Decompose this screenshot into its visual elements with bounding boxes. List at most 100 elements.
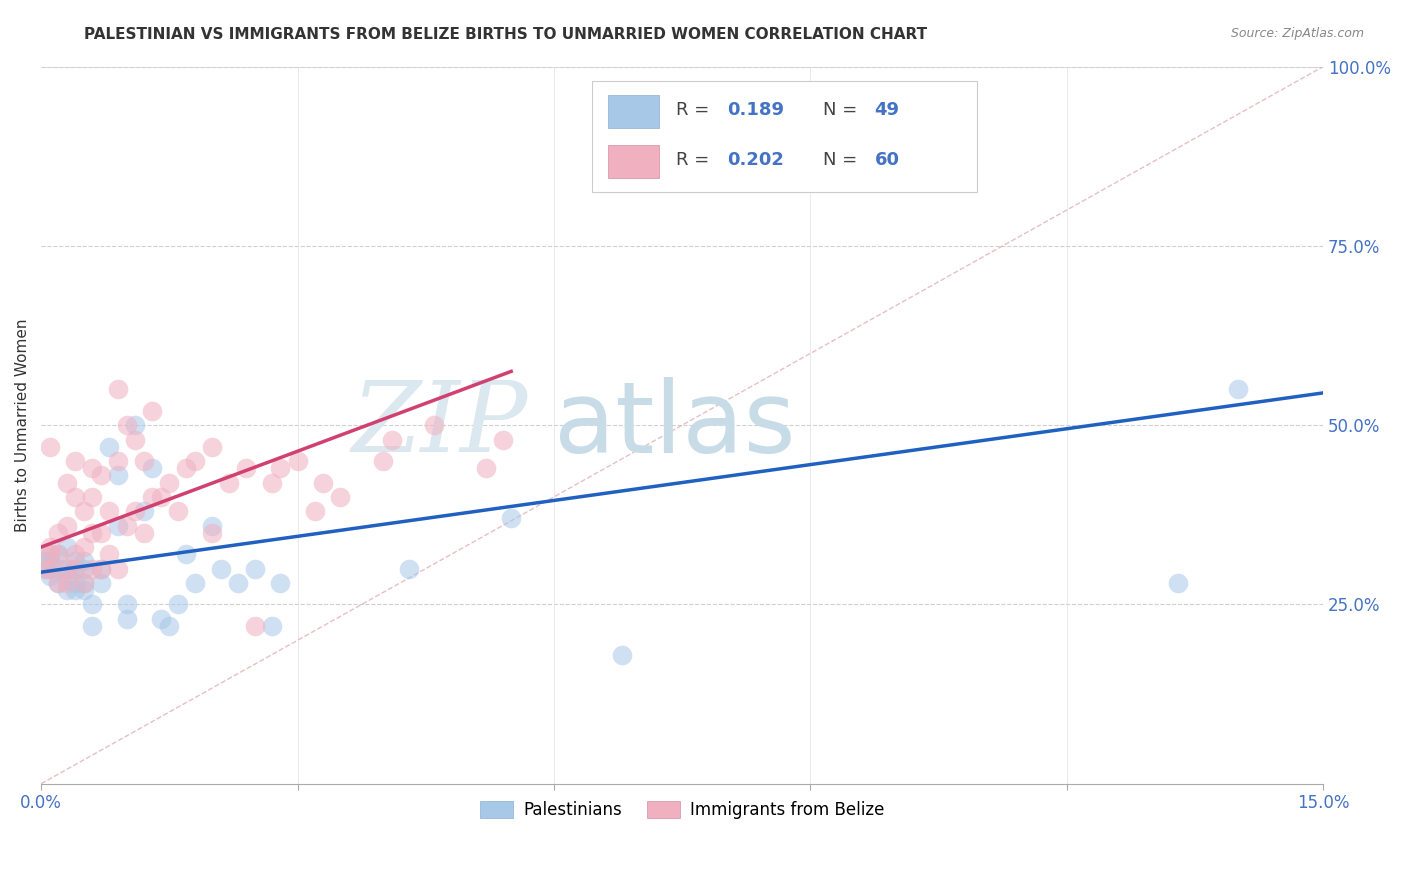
Text: ZIP: ZIP (352, 377, 529, 473)
Point (218, 475, 240, 490)
Point (176, 547, 198, 561)
Point (141, 404, 163, 418)
Point (184, 454, 207, 468)
Point (38, 547, 60, 561)
Point (115, 612, 138, 626)
Point (124, 433, 146, 447)
Point (201, 518, 224, 533)
Point (38, 540, 60, 554)
Point (141, 461, 163, 475)
Point (90, 525, 112, 540)
Point (98, 547, 121, 561)
Point (107, 561, 129, 575)
Point (82, 598, 104, 612)
Point (55, 561, 77, 575)
Point (243, 561, 266, 575)
Point (82, 561, 104, 575)
Point (167, 504, 190, 518)
Point (90, 576, 112, 591)
Point (73, 504, 96, 518)
Point (55, 540, 77, 554)
Point (34, 554, 56, 568)
Text: PALESTINIAN VS IMMIGRANTS FROM BELIZE BIRTHS TO UNMARRIED WOMEN CORRELATION CHAR: PALESTINIAN VS IMMIGRANTS FROM BELIZE BI… (84, 27, 928, 42)
Point (132, 454, 155, 468)
Point (115, 518, 138, 533)
Y-axis label: Births to Unmarried Women: Births to Unmarried Women (15, 318, 30, 532)
Point (398, 561, 420, 575)
Point (35, 561, 58, 575)
Point (226, 576, 249, 591)
Point (98, 504, 121, 518)
Point (46, 525, 69, 540)
Point (1226, 382, 1249, 396)
Text: 60: 60 (875, 151, 900, 169)
Point (82, 490, 104, 504)
Point (141, 490, 163, 504)
Point (46, 576, 69, 591)
Point (65, 554, 87, 568)
Point (65, 454, 87, 468)
Point (107, 382, 129, 396)
Point (260, 619, 283, 633)
Point (90, 561, 112, 575)
Text: R =: R = (676, 151, 714, 169)
Point (82, 461, 104, 475)
Point (371, 454, 394, 468)
Point (380, 433, 402, 447)
Point (235, 461, 257, 475)
Point (46, 547, 69, 561)
Point (82, 619, 104, 633)
Point (55, 561, 77, 575)
Point (82, 525, 104, 540)
Text: atlas: atlas (554, 376, 796, 474)
Text: N =: N = (823, 151, 863, 169)
Point (209, 561, 232, 575)
Point (73, 576, 96, 591)
Point (501, 511, 523, 525)
Point (184, 576, 207, 591)
Point (149, 612, 172, 626)
Point (149, 490, 172, 504)
Point (167, 598, 190, 612)
Point (46, 547, 69, 561)
Point (55, 568, 77, 582)
Point (55, 518, 77, 533)
Point (38, 547, 60, 561)
Point (65, 561, 87, 575)
Point (65, 576, 87, 591)
Point (38, 561, 60, 575)
Point (73, 561, 96, 575)
Point (55, 576, 77, 591)
Point (107, 468, 129, 483)
Point (243, 619, 266, 633)
Point (176, 461, 198, 475)
FancyBboxPatch shape (592, 81, 977, 192)
Point (65, 561, 87, 575)
Point (269, 576, 291, 591)
Point (157, 475, 180, 490)
Point (1167, 576, 1189, 591)
Point (201, 525, 224, 540)
Point (73, 554, 96, 568)
Point (46, 561, 69, 575)
Point (491, 433, 513, 447)
Text: 0.202: 0.202 (727, 151, 785, 169)
Point (38, 440, 60, 454)
Point (115, 598, 138, 612)
Point (98, 440, 121, 454)
Point (287, 454, 309, 468)
Text: R =: R = (676, 101, 714, 119)
Text: Source: ZipAtlas.com: Source: ZipAtlas.com (1230, 27, 1364, 40)
Point (73, 583, 96, 598)
Point (645, 95, 668, 110)
FancyBboxPatch shape (607, 95, 659, 128)
Point (107, 454, 129, 468)
Text: 49: 49 (875, 101, 900, 119)
Legend: Palestinians, Immigrants from Belize: Palestinians, Immigrants from Belize (472, 794, 891, 826)
Point (260, 475, 283, 490)
Point (65, 490, 87, 504)
Point (73, 576, 96, 591)
Point (132, 525, 155, 540)
Text: 0.189: 0.189 (727, 101, 785, 119)
Point (304, 504, 326, 518)
